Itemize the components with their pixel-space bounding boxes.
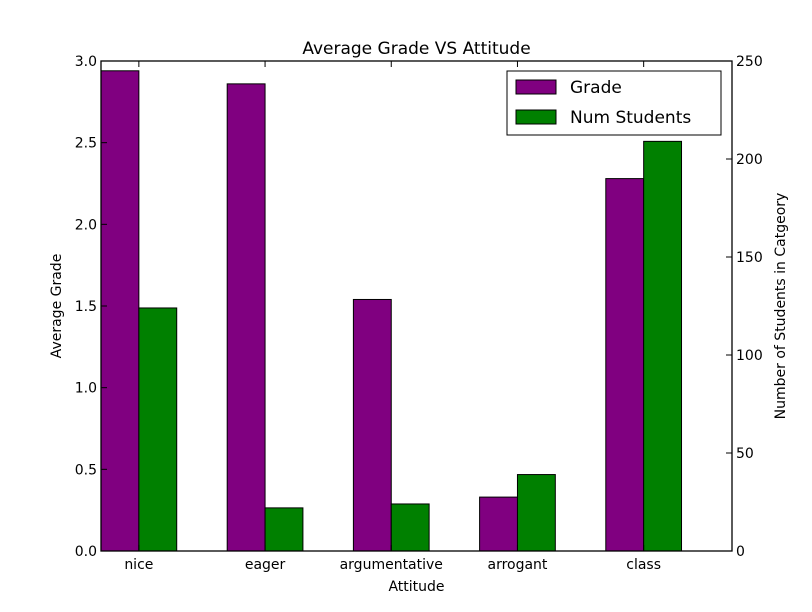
- y2-tick-label: 250: [736, 54, 763, 70]
- x-axis-title: Attitude: [388, 579, 444, 595]
- bar-grade-class: [605, 178, 645, 552]
- legend-swatch-grade: [515, 79, 557, 95]
- legend-label-grade: Grade: [570, 78, 622, 98]
- bar-num-students-arrogant: [516, 474, 556, 552]
- x-tick-label-argumentative: argumentative: [340, 557, 443, 573]
- y2-axis-title: Number of Students in Catgeory: [773, 193, 789, 420]
- y-axis-title: Average Grade: [49, 254, 65, 359]
- bar-grade-arrogant: [479, 496, 518, 552]
- y2-tick-label: 100: [736, 348, 763, 364]
- y-tick-label: 0.5: [75, 462, 97, 478]
- bar-grade-argumentative: [352, 298, 392, 552]
- bar-num-students-argumentative: [390, 503, 430, 552]
- bar-num-students-nice: [138, 307, 178, 552]
- x-tick-label-arrogant: arrogant: [487, 557, 547, 573]
- bar-grade-nice: [100, 70, 140, 552]
- legend-label-num-students: Num Students: [570, 108, 691, 128]
- legend: Grade Num Students: [506, 70, 722, 136]
- y2-tick-label: 200: [736, 152, 763, 168]
- bar-num-students-class: [643, 140, 683, 552]
- x-tick-label-nice: nice: [124, 557, 153, 573]
- y2-tick-label: 150: [736, 250, 763, 266]
- chart-title: Average Grade VS Attitude: [302, 39, 530, 59]
- bar-num-students-eager: [264, 507, 304, 552]
- y-tick-label: 2.5: [75, 136, 97, 152]
- legend-swatch-num-students: [515, 109, 557, 125]
- y-tick-label: 1.5: [75, 299, 97, 315]
- x-tick-label-class: class: [626, 557, 661, 573]
- y-tick-label: 2.0: [75, 217, 97, 233]
- bars-layer: [100, 70, 683, 552]
- y2-tick-label: 50: [736, 446, 754, 462]
- y-tick-label: 0.0: [75, 544, 97, 560]
- ticks-layer: 0.0 0.5 1.0 1.5 2.0 2.5 3.0 0 50 100 150 200 250 nice…: [75, 54, 763, 573]
- y-tick-label: 3.0: [75, 54, 97, 70]
- y-tick-label: 1.0: [75, 381, 97, 397]
- x-tick-label-eager: eager: [245, 557, 286, 573]
- y2-tick-label: 0: [736, 544, 745, 560]
- bar-grade-eager: [226, 83, 266, 552]
